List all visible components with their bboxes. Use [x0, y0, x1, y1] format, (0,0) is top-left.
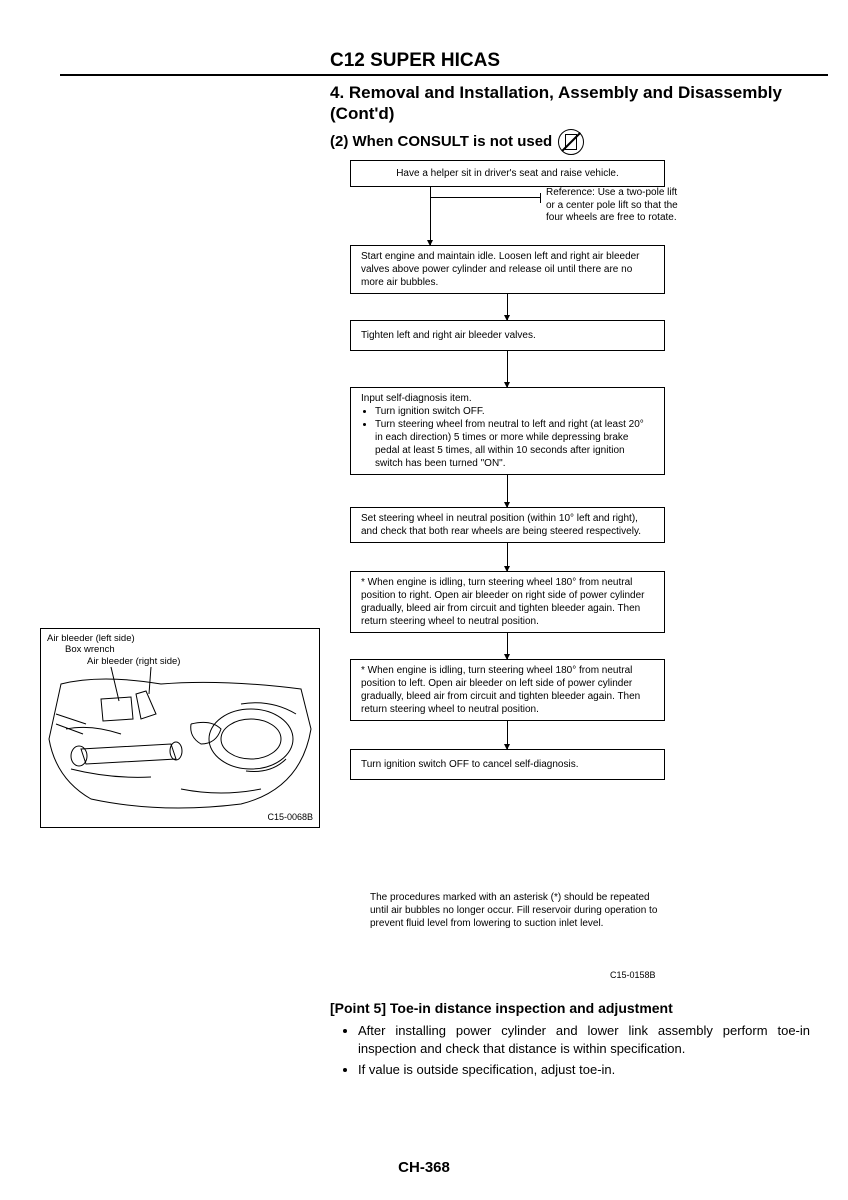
no-consult-icon: [558, 129, 584, 155]
header-rule: [60, 74, 828, 76]
flow-step-4: Input self-diagnosis item. Turn ignition…: [350, 387, 665, 475]
point5-title: [Point 5] Toe-in distance inspection and…: [330, 1000, 810, 1016]
page-number: CH-368: [0, 1159, 848, 1176]
flow-step-6: * When engine is idling, turn steering w…: [350, 571, 665, 633]
flow-step-4-item-1: Turn ignition switch OFF.: [375, 405, 654, 418]
flow-step-2: Start engine and maintain idle. Loosen l…: [350, 245, 665, 294]
point5-section: [Point 5] Toe-in distance inspection and…: [330, 1000, 810, 1083]
flow-step-1: Have a helper sit in driver's seat and r…: [350, 160, 665, 187]
point5-item-2: If value is outside specification, adjus…: [358, 1061, 810, 1079]
flow-step-4-intro: Input self-diagnosis item.: [361, 392, 654, 405]
flowchart: Have a helper sit in driver's seat and r…: [350, 160, 665, 780]
diagram-illustration: [41, 629, 321, 829]
flow-step-5: Set steering wheel in neutral position (…: [350, 507, 665, 543]
diagram-code: C15-0068B: [267, 812, 313, 823]
subsection-title: (2) When CONSULT is not used: [330, 129, 828, 155]
subsection-text: (2) When CONSULT is not used: [330, 133, 552, 150]
flow-end-note: The procedures marked with an asterisk (…: [370, 891, 670, 930]
point5-item-1: After installing power cylinder and lowe…: [358, 1022, 810, 1057]
flow-step-7: * When engine is idling, turn steering w…: [350, 659, 665, 721]
diagram-box: Air bleeder (left side) Box wrench Air b…: [40, 628, 320, 828]
section-title: 4. Removal and Installation, Assembly an…: [330, 82, 808, 125]
flow-reference-note: Reference: Use a two-pole lift or a cent…: [546, 187, 686, 225]
figure-code: C15-0158B: [610, 970, 656, 980]
flow-step-3: Tighten left and right air bleeder valve…: [350, 320, 665, 351]
flow-step-4-item-2: Turn steering wheel from neutral to left…: [375, 418, 654, 470]
flow-step-8: Turn ignition switch OFF to cancel self-…: [350, 749, 665, 780]
page-header: C12 SUPER HICAS: [330, 50, 828, 72]
